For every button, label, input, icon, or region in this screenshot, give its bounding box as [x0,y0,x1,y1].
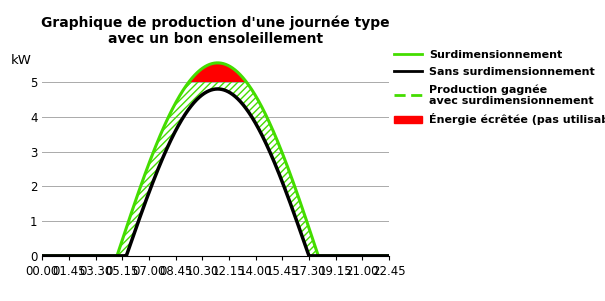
Title: Graphique de production d'une journée type
avec un bon ensoleillement: Graphique de production d'une journée ty… [41,15,390,46]
Y-axis label: kW: kW [11,54,32,67]
Legend: Surdimensionnement, Sans surdimensionnement, Production gagnée
avec surdimension: Surdimensionnement, Sans surdimensionnem… [394,50,605,126]
